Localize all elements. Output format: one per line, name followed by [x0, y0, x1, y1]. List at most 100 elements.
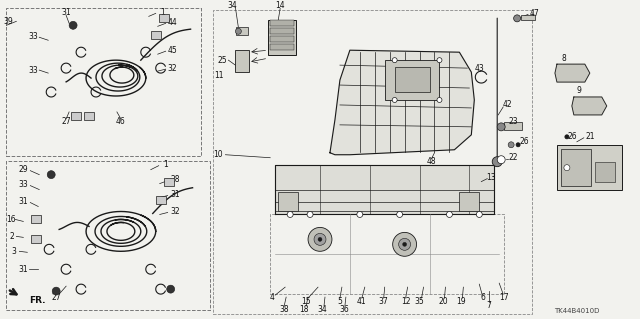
Text: 2: 2 — [10, 232, 14, 241]
Bar — [521, 15, 535, 20]
Bar — [557, 145, 621, 189]
Text: 36: 36 — [339, 305, 349, 314]
Text: 42: 42 — [502, 100, 512, 109]
Circle shape — [357, 211, 363, 218]
Bar — [156, 196, 166, 204]
Circle shape — [508, 142, 514, 148]
Text: 33: 33 — [28, 32, 38, 41]
Circle shape — [437, 98, 442, 102]
Circle shape — [497, 156, 505, 164]
Bar — [31, 215, 41, 223]
Text: 27: 27 — [51, 293, 61, 301]
Bar — [164, 178, 173, 186]
Circle shape — [392, 98, 397, 102]
Text: FR.: FR. — [29, 296, 46, 305]
Bar — [236, 50, 250, 72]
Text: 43: 43 — [474, 63, 484, 73]
Text: 26: 26 — [567, 132, 577, 141]
Circle shape — [392, 58, 397, 63]
Text: TK44B4010D: TK44B4010D — [554, 308, 599, 314]
Bar — [270, 36, 294, 42]
Circle shape — [565, 135, 569, 139]
Circle shape — [476, 211, 483, 218]
Circle shape — [492, 157, 502, 167]
Circle shape — [403, 242, 406, 246]
Text: 20: 20 — [438, 297, 448, 306]
Text: 32: 32 — [171, 207, 180, 216]
Bar — [270, 214, 504, 294]
Text: 28: 28 — [171, 175, 180, 184]
Text: 4: 4 — [270, 293, 275, 301]
Text: 15: 15 — [301, 297, 311, 306]
Text: 9: 9 — [577, 85, 581, 94]
Bar — [595, 162, 614, 182]
Bar — [268, 20, 296, 55]
Text: 19: 19 — [456, 297, 466, 306]
Bar — [151, 31, 161, 39]
Text: 27: 27 — [61, 117, 71, 126]
Polygon shape — [555, 64, 590, 82]
Text: 7: 7 — [487, 300, 492, 309]
Text: 47: 47 — [529, 9, 539, 18]
Bar — [561, 149, 591, 186]
Circle shape — [52, 287, 60, 295]
Text: 10: 10 — [214, 150, 223, 159]
Circle shape — [564, 165, 570, 171]
Text: 22: 22 — [508, 153, 518, 162]
Text: 31: 31 — [19, 197, 28, 206]
Text: 33: 33 — [19, 180, 28, 189]
Polygon shape — [330, 50, 474, 155]
Circle shape — [437, 58, 442, 63]
Circle shape — [318, 237, 322, 241]
Circle shape — [69, 21, 77, 29]
Bar — [270, 28, 294, 34]
Circle shape — [314, 234, 326, 245]
Text: 24: 24 — [574, 163, 584, 172]
Text: 46: 46 — [116, 117, 126, 126]
Text: 1: 1 — [161, 8, 165, 17]
Text: 39: 39 — [3, 17, 13, 26]
Circle shape — [287, 211, 293, 218]
Bar — [270, 20, 294, 26]
Text: 13: 13 — [486, 173, 496, 182]
Text: 31: 31 — [19, 265, 28, 274]
Text: 29: 29 — [19, 165, 28, 174]
Circle shape — [516, 143, 520, 147]
Text: 34: 34 — [317, 305, 327, 314]
Bar — [504, 122, 522, 130]
Bar — [84, 112, 94, 120]
Polygon shape — [275, 165, 494, 214]
Circle shape — [166, 285, 175, 293]
Circle shape — [397, 211, 403, 218]
Circle shape — [447, 211, 452, 218]
Bar — [214, 11, 532, 314]
Text: 17: 17 — [499, 293, 509, 301]
Circle shape — [47, 171, 55, 179]
Text: 5: 5 — [337, 297, 342, 306]
Text: 44: 44 — [168, 18, 177, 27]
Bar — [395, 67, 429, 92]
Bar — [385, 60, 440, 100]
Circle shape — [399, 238, 411, 250]
Text: 25: 25 — [218, 56, 227, 65]
Circle shape — [307, 211, 313, 218]
Text: 1: 1 — [163, 160, 168, 169]
Text: 31: 31 — [61, 8, 71, 17]
Bar — [71, 112, 81, 120]
Circle shape — [497, 123, 505, 131]
Text: 11: 11 — [214, 70, 223, 80]
Text: 18: 18 — [300, 305, 309, 314]
Circle shape — [514, 15, 520, 22]
Text: 3: 3 — [11, 247, 16, 256]
Text: 48: 48 — [427, 157, 436, 166]
Circle shape — [308, 227, 332, 251]
Text: 26: 26 — [519, 137, 529, 146]
Text: 14: 14 — [275, 1, 285, 10]
Bar — [6, 8, 200, 156]
Text: 31: 31 — [171, 190, 180, 199]
Text: 33: 33 — [28, 66, 38, 75]
Bar — [236, 27, 248, 35]
Text: 6: 6 — [481, 293, 486, 301]
Text: 34: 34 — [227, 1, 237, 10]
Bar — [31, 235, 41, 243]
